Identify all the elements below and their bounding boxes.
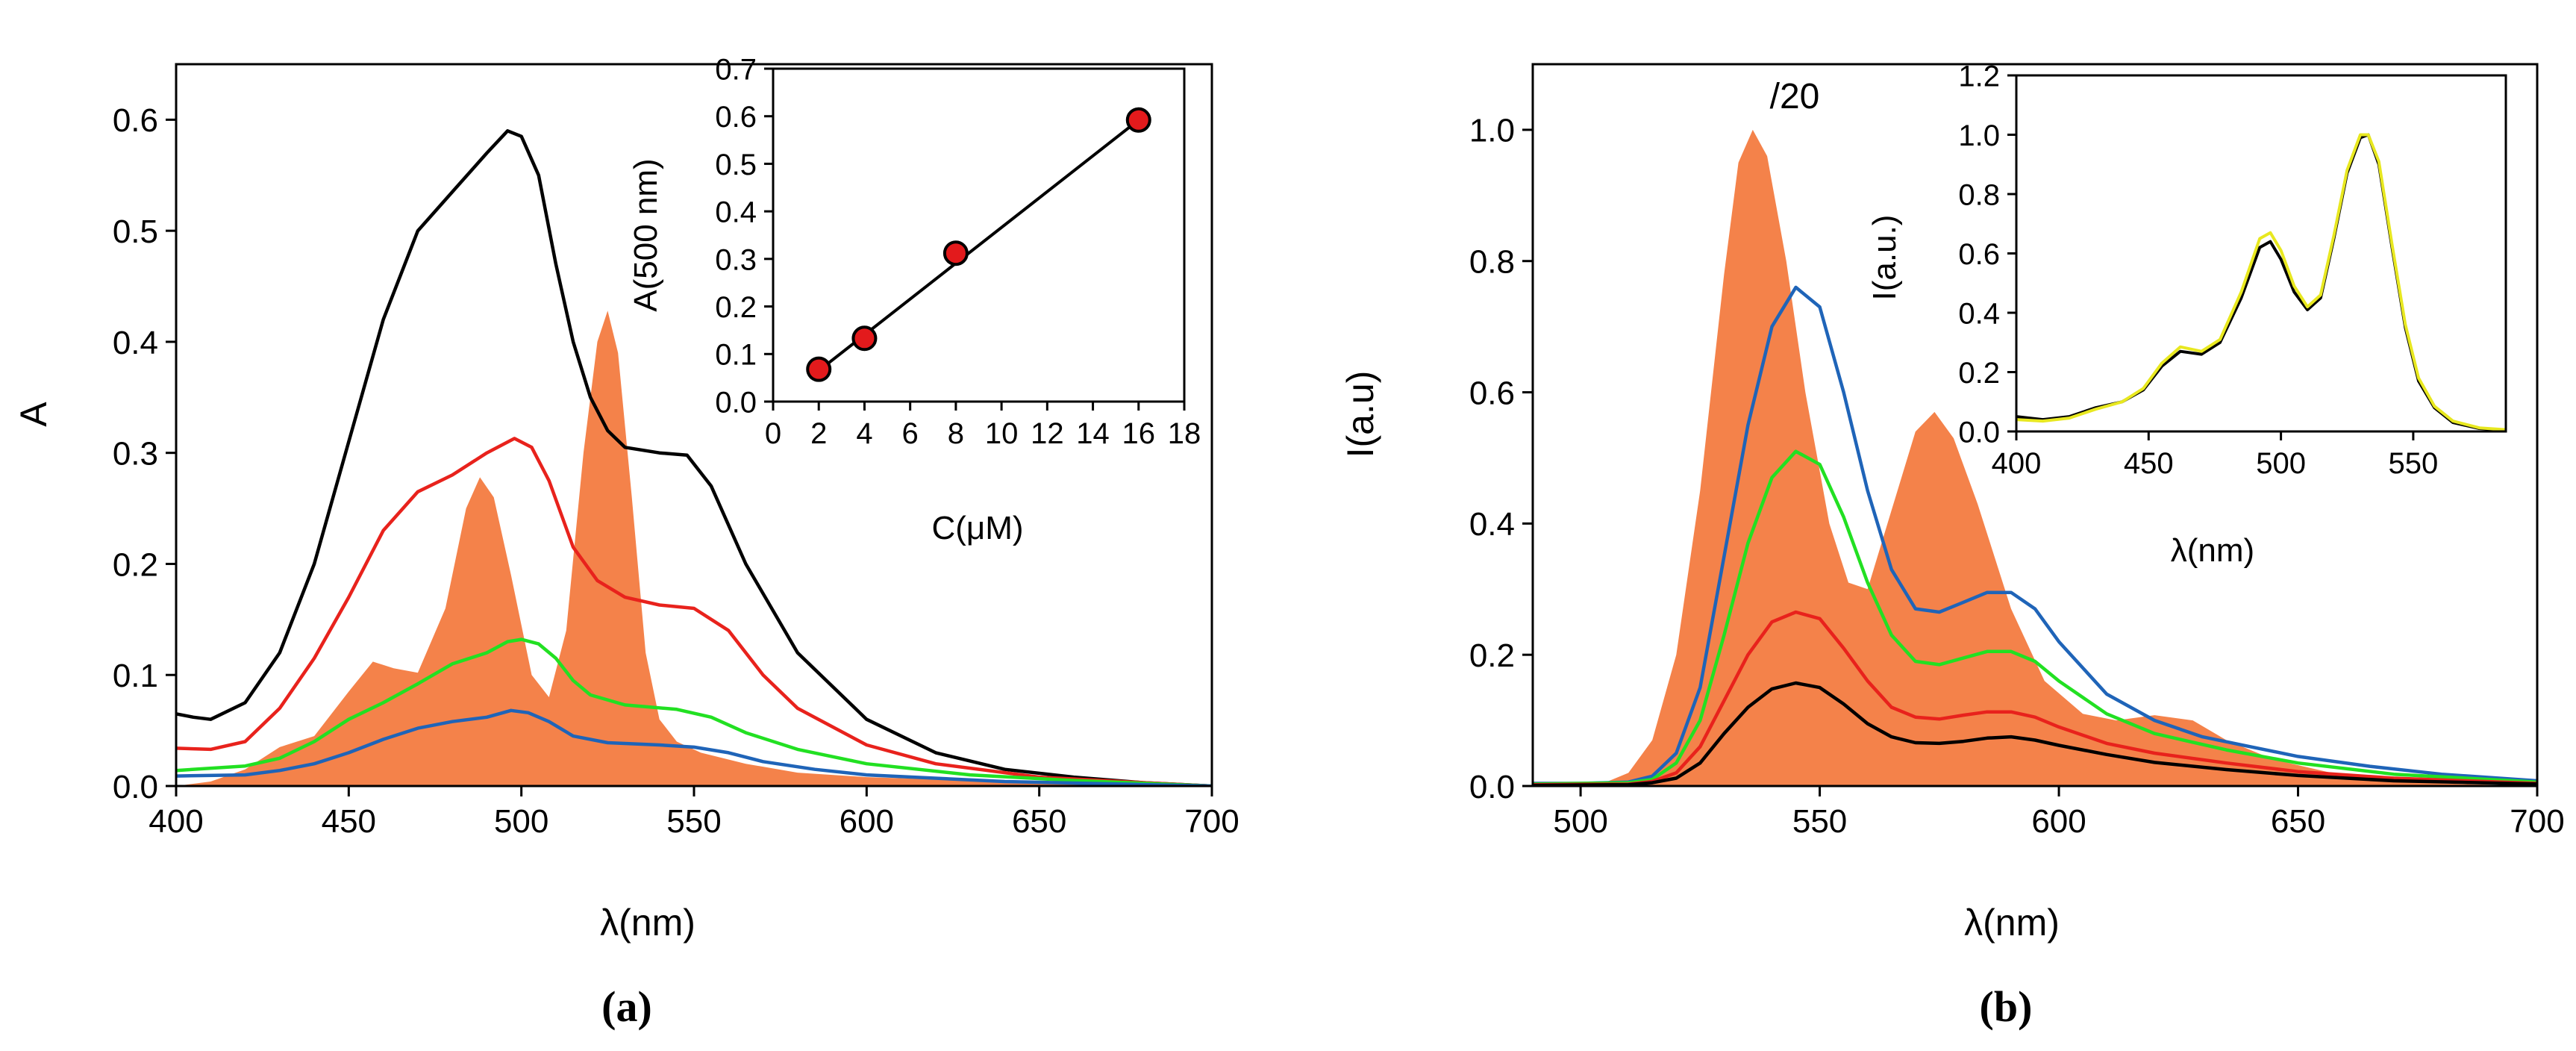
x-tick-label: 550 <box>666 803 721 840</box>
x-tick-label: 10 <box>985 417 1019 450</box>
y-tick-label: 0.0 <box>1958 416 2000 449</box>
x-tick-label: 700 <box>1184 803 1239 840</box>
panel-b-xlabel: λ(nm) <box>1964 902 2060 944</box>
y-tick-label: 0.8 <box>1958 178 2000 211</box>
panel-b-inset-ylabel: I(a.u.) <box>1866 215 1903 301</box>
x-tick-label: 600 <box>840 803 894 840</box>
panel-a-ylabel: A <box>13 402 54 427</box>
series-line-4 <box>176 708 1212 786</box>
series-line-3 <box>1533 610 2537 786</box>
y-tick-label: 0.0 <box>1469 769 1515 805</box>
x-tick-label: 400 <box>1992 447 2042 480</box>
y-tick-label: 0.6 <box>113 102 158 139</box>
y-tick-label: 0.6 <box>1469 375 1515 411</box>
x-tick-label: 600 <box>2031 803 2086 840</box>
x-tick-label: 16 <box>1122 417 1156 450</box>
x-tick-label: 450 <box>322 803 376 840</box>
x-tick-label: 650 <box>1012 803 1066 840</box>
y-tick-label: 0.4 <box>1469 506 1515 543</box>
y-tick-label: 0.8 <box>1469 244 1515 281</box>
x-tick-label: 14 <box>1076 417 1110 450</box>
x-tick-label: 4 <box>856 417 872 450</box>
x-tick-label: 550 <box>1792 803 1847 840</box>
panel-a-xlabel: λ(nm) <box>600 902 695 944</box>
x-tick-label: 400 <box>149 803 203 840</box>
x-tick-label: 0 <box>765 417 781 450</box>
inset-background <box>773 69 1184 402</box>
x-tick-label: 450 <box>2124 447 2174 480</box>
series-line-1 <box>2016 133 2506 431</box>
y-tick-label: 0.5 <box>113 213 158 250</box>
y-tick-label: 1.0 <box>1958 119 2000 152</box>
series-line-2 <box>176 437 1212 786</box>
panel-b-annotation: /20 <box>1770 77 1820 116</box>
data-point-3 <box>1125 107 1151 133</box>
x-tick-label: 500 <box>494 803 548 840</box>
series-area-0 <box>176 311 1212 786</box>
panel-b-ylabel: I(a.u) <box>1339 371 1381 458</box>
x-tick-label: 500 <box>2256 447 2306 480</box>
series-line-2 <box>1533 449 2537 786</box>
x-tick-label: 18 <box>1168 417 1201 450</box>
y-tick-label: 0.4 <box>1958 297 2000 330</box>
series-line-3 <box>176 637 1212 786</box>
series-group <box>176 129 1212 786</box>
series-group <box>2016 133 2506 431</box>
panel-b-main-plot: 500 550 600 650 700 0.0 0.2 0.4 0.6 0.8 1.0 <box>1469 63 2565 840</box>
x-tick-label: 2 <box>810 417 827 450</box>
x-tick-label: 550 <box>2389 447 2439 480</box>
series-line-4 <box>1533 681 2537 786</box>
y-tick-label: 1.2 <box>1958 60 2000 93</box>
y-tick-label: 0.3 <box>715 243 757 276</box>
panel-a-inset-xlabel: C(μM) <box>931 510 1023 546</box>
y-tick-label: 0.2 <box>1958 357 2000 390</box>
y-tick-label: 0.5 <box>715 149 757 181</box>
y-tick-label: 0.4 <box>113 325 158 361</box>
x-tick-label: 500 <box>1553 803 1607 840</box>
panel-b-label: (b) <box>1980 982 2033 1031</box>
y-tick-label: 0.0 <box>113 769 158 805</box>
y-tick-label: 0.0 <box>715 386 757 419</box>
y-tick-label: 0.3 <box>113 436 158 473</box>
y-tick-label: 1.0 <box>1469 113 1515 149</box>
panel-a-main-plot: 400 450 500 550 600 650 700 0.0 0.1 0.2 0.3 0.4 0.5 0… <box>113 63 1239 840</box>
data-point-2 <box>942 240 969 266</box>
y-tick-label: 0.4 <box>715 196 757 229</box>
y-tick-label: 0.1 <box>113 658 158 694</box>
panel-b-inset-plot: 400 450 500 550 0.0 0.2 0.4 0.6 0.8 1.0 1.2 <box>1958 60 2507 480</box>
x-tick-label: 6 <box>902 417 919 450</box>
series-line-1 <box>1533 285 2537 785</box>
series-area-0 <box>1533 129 2537 786</box>
data-point-1 <box>851 325 878 352</box>
x-tick-label: 12 <box>1031 417 1064 450</box>
series-group <box>1533 129 2537 786</box>
series-line-1 <box>176 129 1212 786</box>
panel-b-inset-xlabel: λ(nm) <box>2171 532 2254 569</box>
panel-a-inset-plot: 0 2 4 6 8 10 12 14 16 18 0.0 0.1 0.2 0.3 0.4 0.5 0.6 0.7 <box>715 53 1201 450</box>
y-tick-label: 0.6 <box>715 101 757 134</box>
y-tick-label: 0.2 <box>113 546 158 583</box>
inset-background <box>2016 75 2506 431</box>
y-tick-label: 0.7 <box>715 53 757 86</box>
plot-frame <box>1531 63 2539 788</box>
plot-frame <box>772 67 1186 403</box>
x-tick-label: 650 <box>2271 803 2325 840</box>
y-tick-label: 0.6 <box>1958 238 2000 271</box>
panel-a-inset-ylabel: A(500 nm) <box>628 158 664 311</box>
y-tick-label: 0.2 <box>715 291 757 324</box>
x-tick-label: 8 <box>948 417 964 450</box>
panel-a-label: (a) <box>601 982 652 1031</box>
data-point-0 <box>806 356 832 382</box>
y-tick-label: 0.2 <box>1469 637 1515 674</box>
x-tick-label: 700 <box>2510 803 2564 840</box>
y-tick-label: 0.1 <box>715 339 757 372</box>
